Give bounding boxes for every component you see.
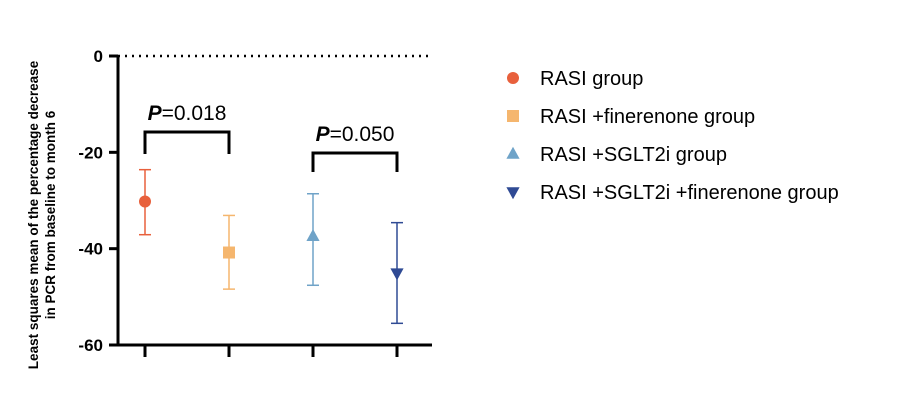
triangle-up-marker — [506, 146, 520, 159]
triangle-up-marker — [306, 228, 320, 241]
y-tick-label: -40 — [78, 240, 103, 259]
significance-bracket — [143, 130, 231, 154]
legend-label: RASI +SGLT2i +finerenone group — [540, 182, 839, 204]
y-tick-label: -20 — [78, 143, 103, 162]
triangle-down-marker — [390, 268, 404, 281]
y-axis-label-line-1: Least squares mean of the percentage dec… — [26, 60, 41, 369]
square-marker — [223, 246, 235, 259]
p-value: =0.050 — [330, 123, 395, 146]
p-value: =0.018 — [162, 102, 227, 125]
circle-marker — [507, 72, 519, 84]
legend-label: RASI +SGLT2i group — [540, 144, 727, 166]
y-tick-label: -60 — [78, 336, 103, 355]
significance-bracket — [311, 151, 399, 172]
p-symbol: P — [148, 102, 163, 125]
triangle-down-marker — [506, 187, 520, 200]
p-value-label: P=0.018 — [148, 102, 227, 125]
y-axis-label: Least squares mean of the percentage dec… — [26, 60, 58, 369]
legend-label: RASI group — [540, 68, 643, 90]
p-symbol: P — [316, 123, 331, 146]
y-axis-label-line-2: in PCR from baseline to month 6 — [43, 110, 58, 319]
legend-label: RASI +finerenone group — [540, 106, 755, 128]
y-tick-label: 0 — [94, 47, 103, 66]
circle-marker — [139, 195, 151, 208]
square-marker — [507, 110, 519, 122]
p-value-label: P=0.050 — [316, 123, 395, 146]
